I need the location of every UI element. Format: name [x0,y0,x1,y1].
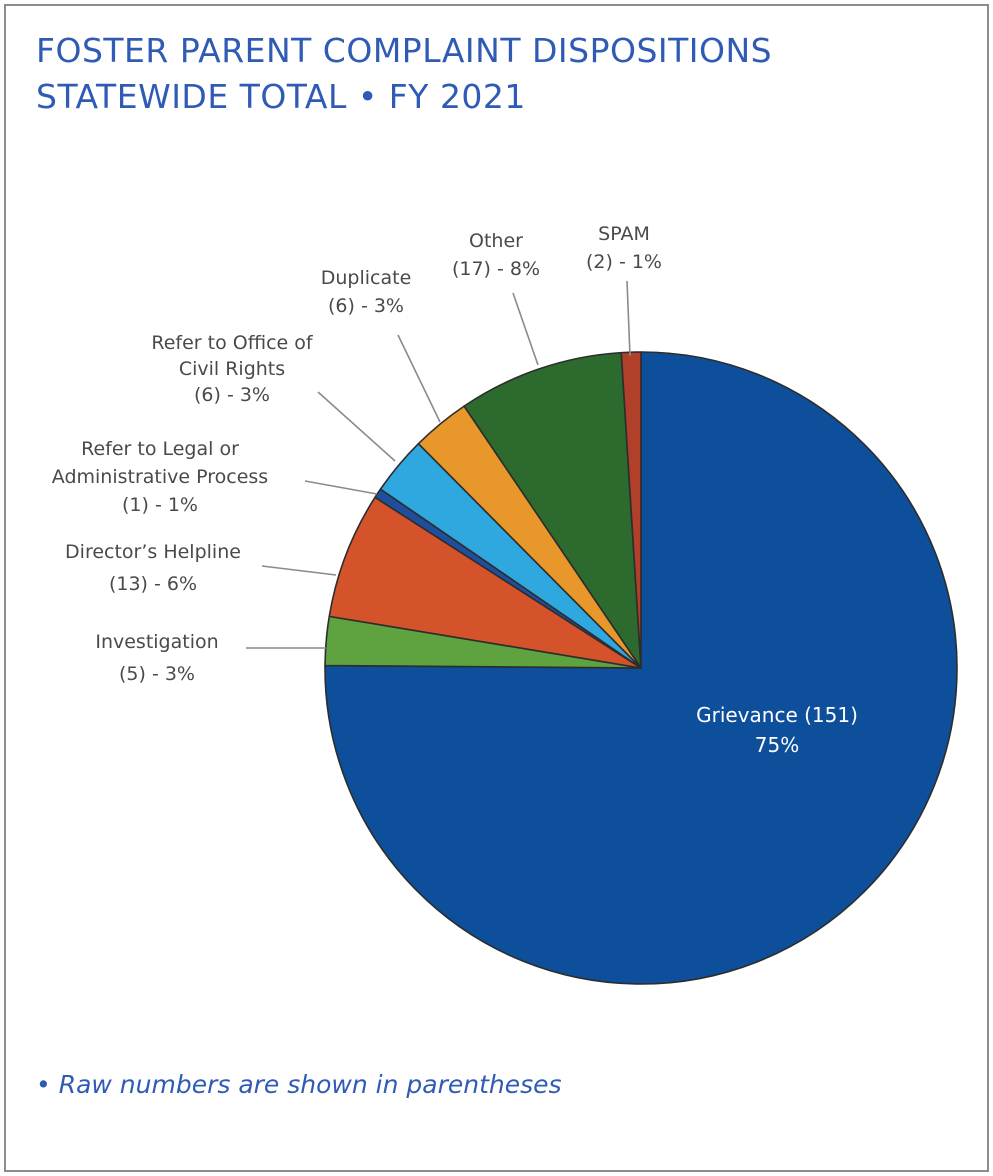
slice-label-grievance: Grievance (151) 75% [696,703,858,757]
slice-label-line: Grievance (151) [696,703,858,727]
pie-slice-spam [620,351,642,669]
slice-label-line: Duplicate [321,267,412,289]
pie-slice-grievance [324,351,958,985]
slice-label-line: (6) - 3% [194,384,270,406]
slice-label-line: Refer to Legal or [81,438,239,460]
slice-label-line: Director’s Helpline [65,541,241,563]
chart-title-line-2: STATEWIDE TOTAL • FY 2021 [36,77,526,116]
leader-line-refer-to-legal-or-administrative-process [304,480,378,495]
slice-label-line: 75% [755,733,799,757]
leader-line-other [512,292,539,366]
slice-label-line: (13) - 6% [109,573,197,595]
slice-label-line: SPAM [598,223,650,245]
slice-label-spam: SPAM (2) - 1% [586,223,662,273]
slice-label-line: (1) - 1% [122,494,198,516]
slice-label-refer-to-office-of-civil-rights: Refer to Office of Civil Rights (6) - 3% [151,332,314,406]
slice-label-line: (5) - 3% [119,663,195,685]
slice-label-line: (2) - 1% [586,251,662,273]
slice-label-line: (6) - 3% [328,295,404,317]
slice-label-refer-to-legal-or-administrative-process: Refer to Legal or Administrative Process (… [52,438,268,516]
footnote: • Raw numbers are shown in parentheses [36,1070,562,1099]
pie-labels: Grievance (151) 75% Investigation (5) - 3% D… [52,223,858,757]
pie-slice-other [463,351,642,669]
leader-line-duplicate [397,334,441,423]
slice-label-director-s-helpline: Director’s Helpline (13) - 6% [65,541,241,595]
slice-label-investigation: Investigation (5) - 3% [95,631,218,685]
leader-line-director-s-helpline [261,565,337,576]
slice-label-line: Investigation [95,631,218,653]
slice-label-line: Civil Rights [179,358,285,380]
pie-slice-director-s-helpline [328,496,642,669]
slice-label-line: (17) - 8% [452,258,540,280]
slice-label-line: Other [469,230,523,252]
slice-label-line: Administrative Process [52,466,268,488]
leader-line-refer-to-office-of-civil-rights [317,391,396,462]
chart-title-line-1: FOSTER PARENT COMPLAINT DISPOSITIONS [36,31,773,70]
slice-label-other: Other (17) - 8% [452,230,540,280]
chart-title: FOSTER PARENT COMPLAINT DISPOSITIONS STA… [36,28,772,120]
leader-line-spam [626,280,631,357]
pie-slices [324,351,958,985]
slice-label-line: Refer to Office of [151,332,314,354]
slice-label-duplicate: Duplicate (6) - 3% [321,267,412,317]
